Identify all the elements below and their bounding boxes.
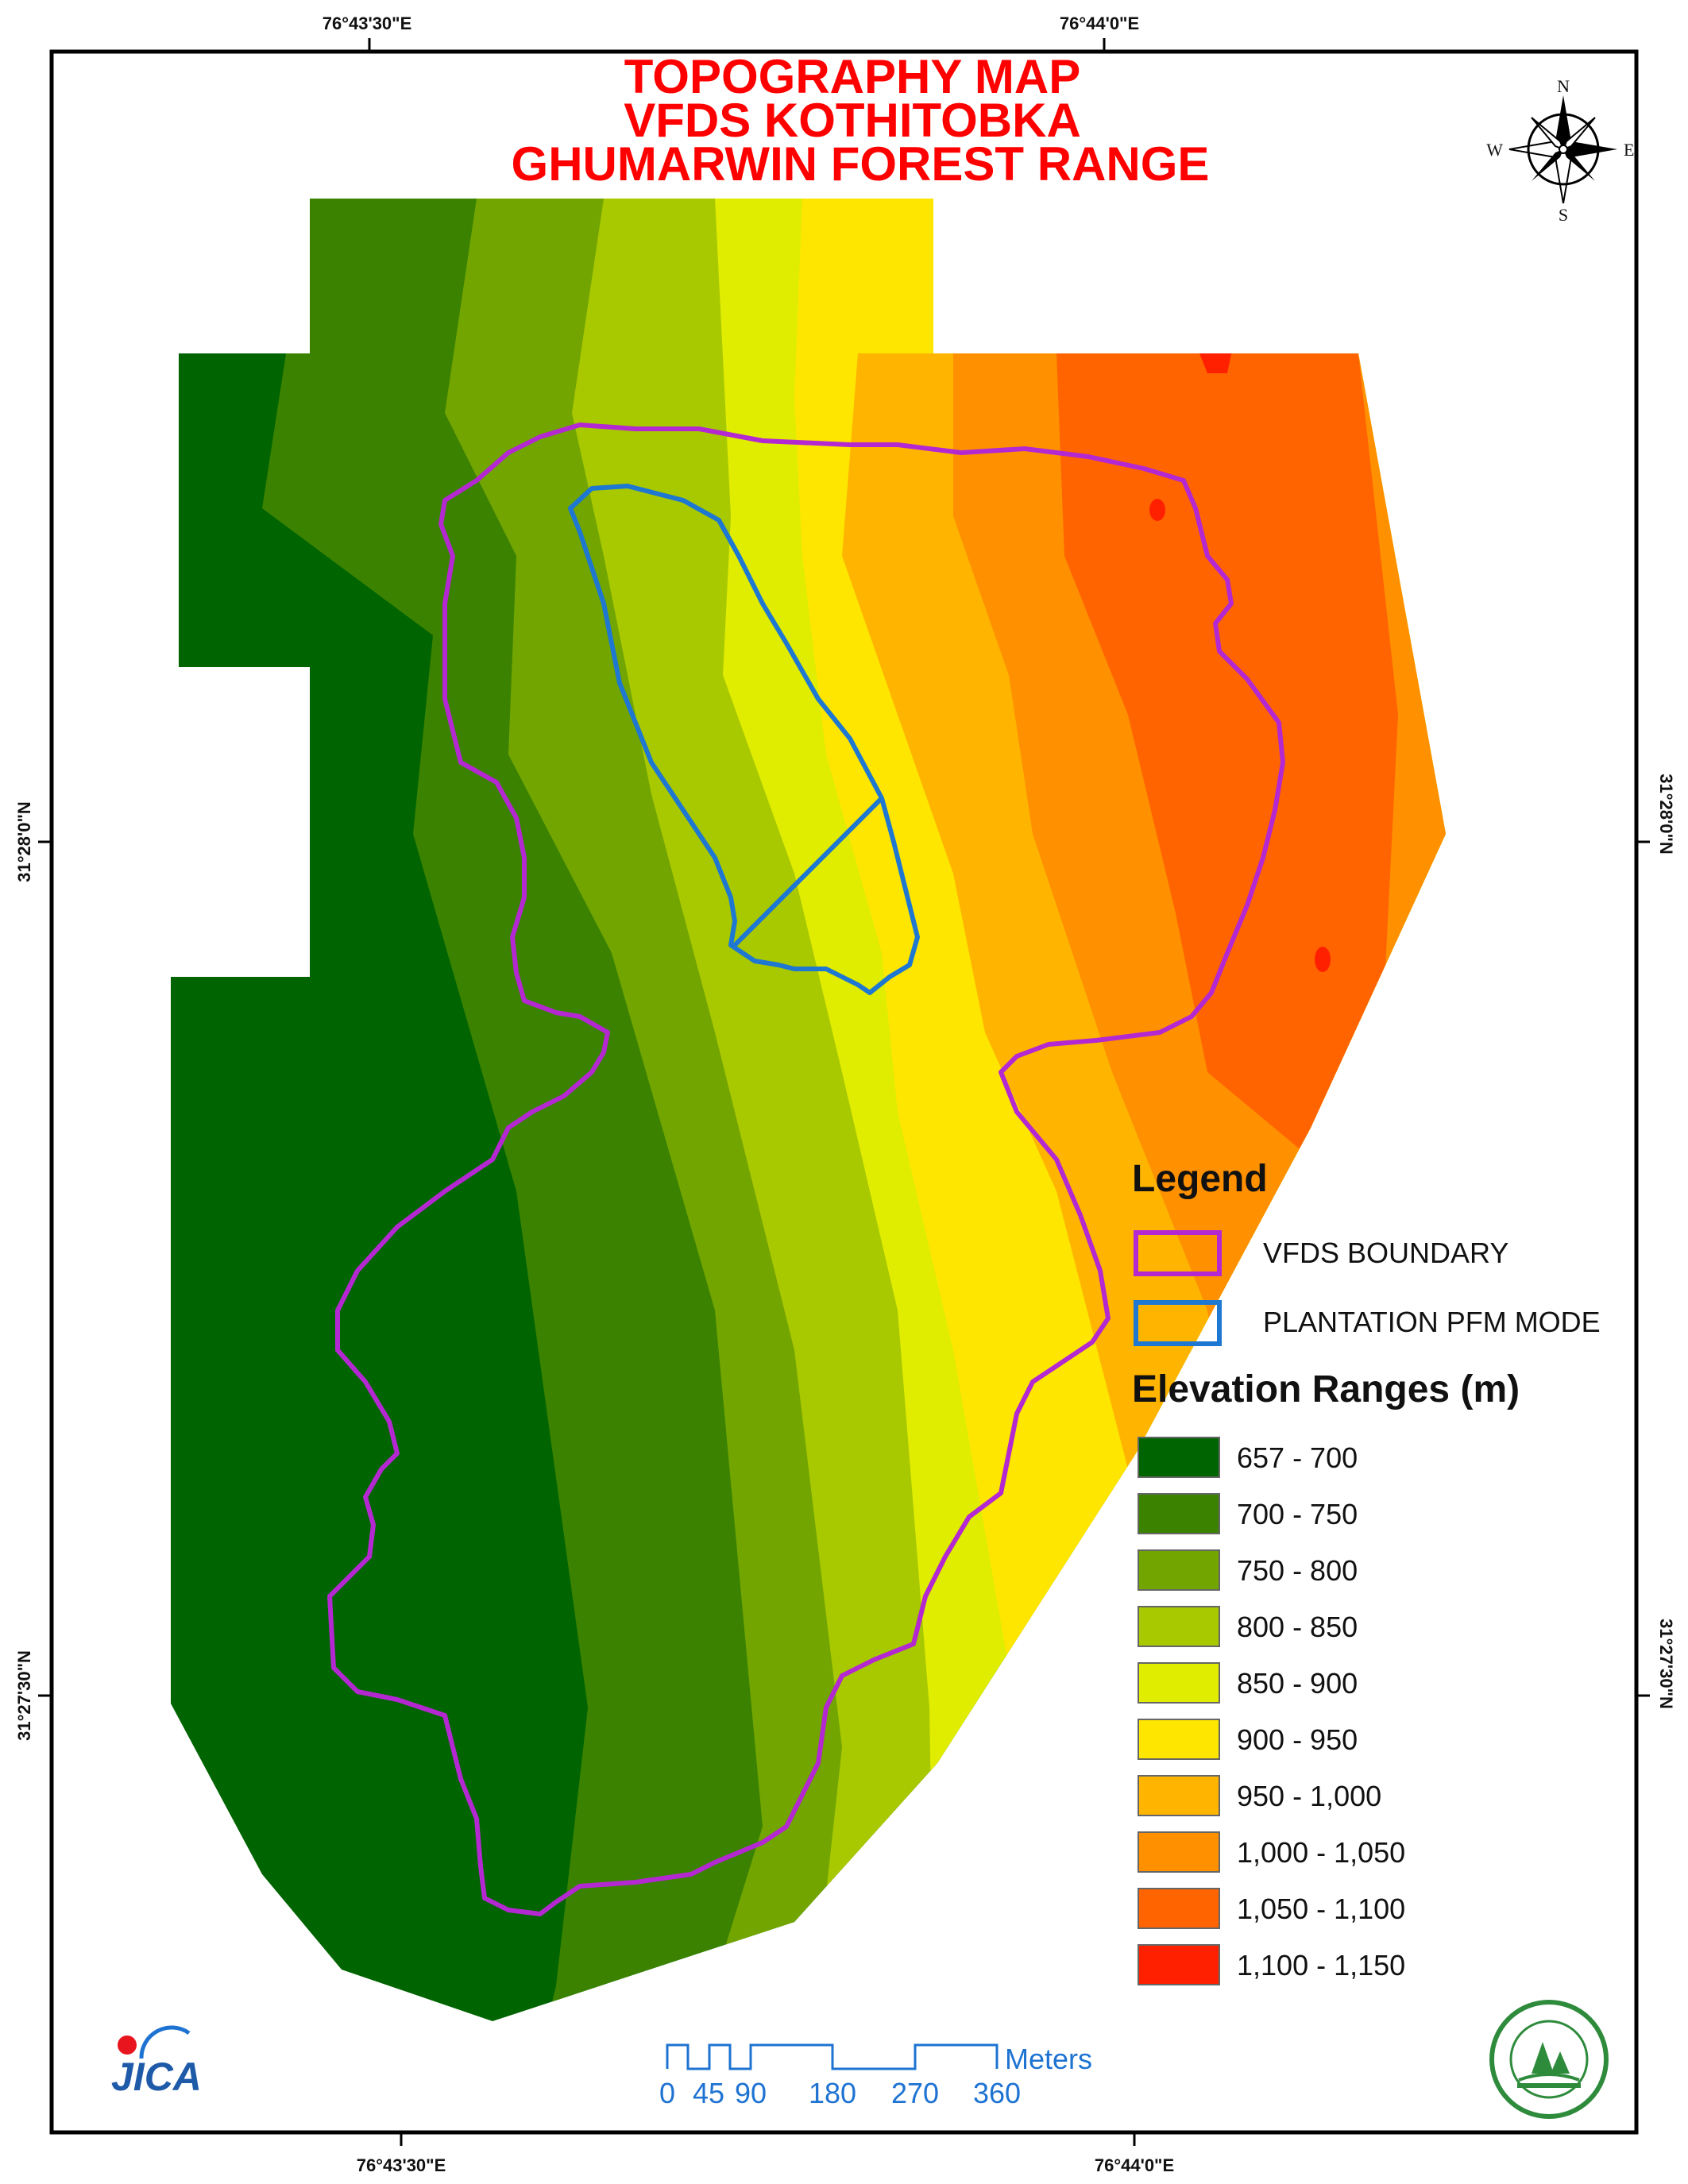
- legend-boundary-label: VFDS BOUNDARY: [1263, 1237, 1508, 1269]
- vfds-boundary: [327, 423, 1285, 1916]
- elevation-label-3: 800 - 850: [1237, 1611, 1358, 1643]
- scale-label-180: 180: [809, 2077, 856, 2109]
- elevation-label-9: 1,100 - 1,150: [1237, 1949, 1405, 1981]
- coord-bottom-left: 76°43'30"E: [357, 2155, 446, 2175]
- elevation-band-1100-1150: [1199, 353, 1231, 373]
- elevation-band-1050-1100: [1056, 353, 1398, 1152]
- map-title-line-1: TOPOGRAPHY MAP: [624, 50, 1081, 103]
- scale-label-90: 90: [735, 2077, 767, 2109]
- elevation-swatch-3: [1138, 1606, 1220, 1647]
- elevation-legend: 657 - 700 700 - 750 750 - 800 800 - 850 850 …: [1138, 1437, 1405, 1985]
- elevation-swatch-5: [1138, 1719, 1220, 1760]
- elevation-swatch-6: [1138, 1775, 1220, 1816]
- elevation-label-7: 1,000 - 1,050: [1237, 1836, 1405, 1869]
- elevation-peak-1: [1149, 499, 1165, 521]
- elevation-swatch-7: [1138, 1831, 1220, 1873]
- north-arrow-icon: N S E W: [1486, 76, 1634, 225]
- elevation-label-5: 900 - 950: [1237, 1723, 1358, 1756]
- legend-plantation-label: PLANTATION PFM MODE: [1263, 1306, 1601, 1338]
- scale-label-45: 45: [693, 2077, 724, 2109]
- forest-department-seal: [1489, 2000, 1609, 2119]
- elevation-peak-2: [1315, 947, 1331, 972]
- elevation-label-6: 950 - 1,000: [1237, 1780, 1381, 1812]
- elevation-swatch-8: [1138, 1888, 1220, 1929]
- elevation-label-2: 750 - 800: [1237, 1554, 1358, 1587]
- coord-bottom-right: 76°44'0"E: [1095, 2155, 1174, 2175]
- scale-unit: Meters: [1005, 2043, 1092, 2075]
- coord-left-lower: 31°27'30"N: [14, 1650, 34, 1741]
- coord-top-left: 76°43'30"E: [323, 14, 412, 33]
- elevation-label-0: 657 - 700: [1237, 1441, 1358, 1474]
- legend-plantation-swatch: [1134, 1300, 1222, 1346]
- coord-top-right: 76°44'0"E: [1060, 14, 1139, 33]
- elevation-swatch-0: [1138, 1437, 1220, 1478]
- legend-boundary-swatch: [1134, 1230, 1222, 1276]
- compass-w: W: [1486, 140, 1503, 160]
- plantation-boundary: [568, 484, 920, 995]
- compass-e: E: [1624, 140, 1634, 160]
- scale-label-0: 0: [659, 2077, 675, 2109]
- jica-logo-text: JICA: [111, 2055, 202, 2099]
- coord-right-lower: 31°27'30"N: [1656, 1619, 1676, 1709]
- jica-logo: JICA: [111, 2025, 202, 2099]
- scale-bar: Meters 0 45 90 180 270 360: [659, 2043, 1092, 2109]
- scale-label-270: 270: [891, 2077, 939, 2109]
- graticule-ticks: [38, 38, 1650, 2146]
- elevation-swatch-2: [1138, 1549, 1220, 1591]
- elevation-swatch-4: [1138, 1662, 1220, 1704]
- legend-title: Legend: [1132, 1158, 1268, 1200]
- compass-n: N: [1557, 76, 1570, 96]
- elevation-legend-title: Elevation Ranges (m): [1132, 1368, 1520, 1410]
- elevation-label-1: 700 - 750: [1237, 1498, 1358, 1530]
- compass-s: S: [1559, 205, 1568, 225]
- coord-right-upper: 31°28'0"N: [1656, 774, 1676, 855]
- scale-label-360: 360: [973, 2077, 1021, 2109]
- elevation-swatch-1: [1138, 1493, 1220, 1534]
- legend: Legend VFDS BOUNDARY PLANTATION PFM MODE…: [1132, 1158, 1601, 1985]
- tree-icon: [1532, 2042, 1554, 2074]
- elevation-label-4: 850 - 900: [1237, 1667, 1358, 1700]
- scale-bar-graphic: [666, 2043, 999, 2070]
- map-frame: [49, 49, 1639, 2135]
- coord-left-upper: 31°28'0"N: [14, 801, 34, 882]
- elevation-label-8: 1,050 - 1,100: [1237, 1893, 1405, 1925]
- map-title-line-2: VFDS KOTHITOBKA: [624, 94, 1081, 147]
- elevation-swatch-9: [1138, 1944, 1220, 1985]
- map-title-line-3: GHUMARWIN FOREST RANGE: [512, 137, 1210, 191]
- tree-icon: [1551, 2051, 1570, 2074]
